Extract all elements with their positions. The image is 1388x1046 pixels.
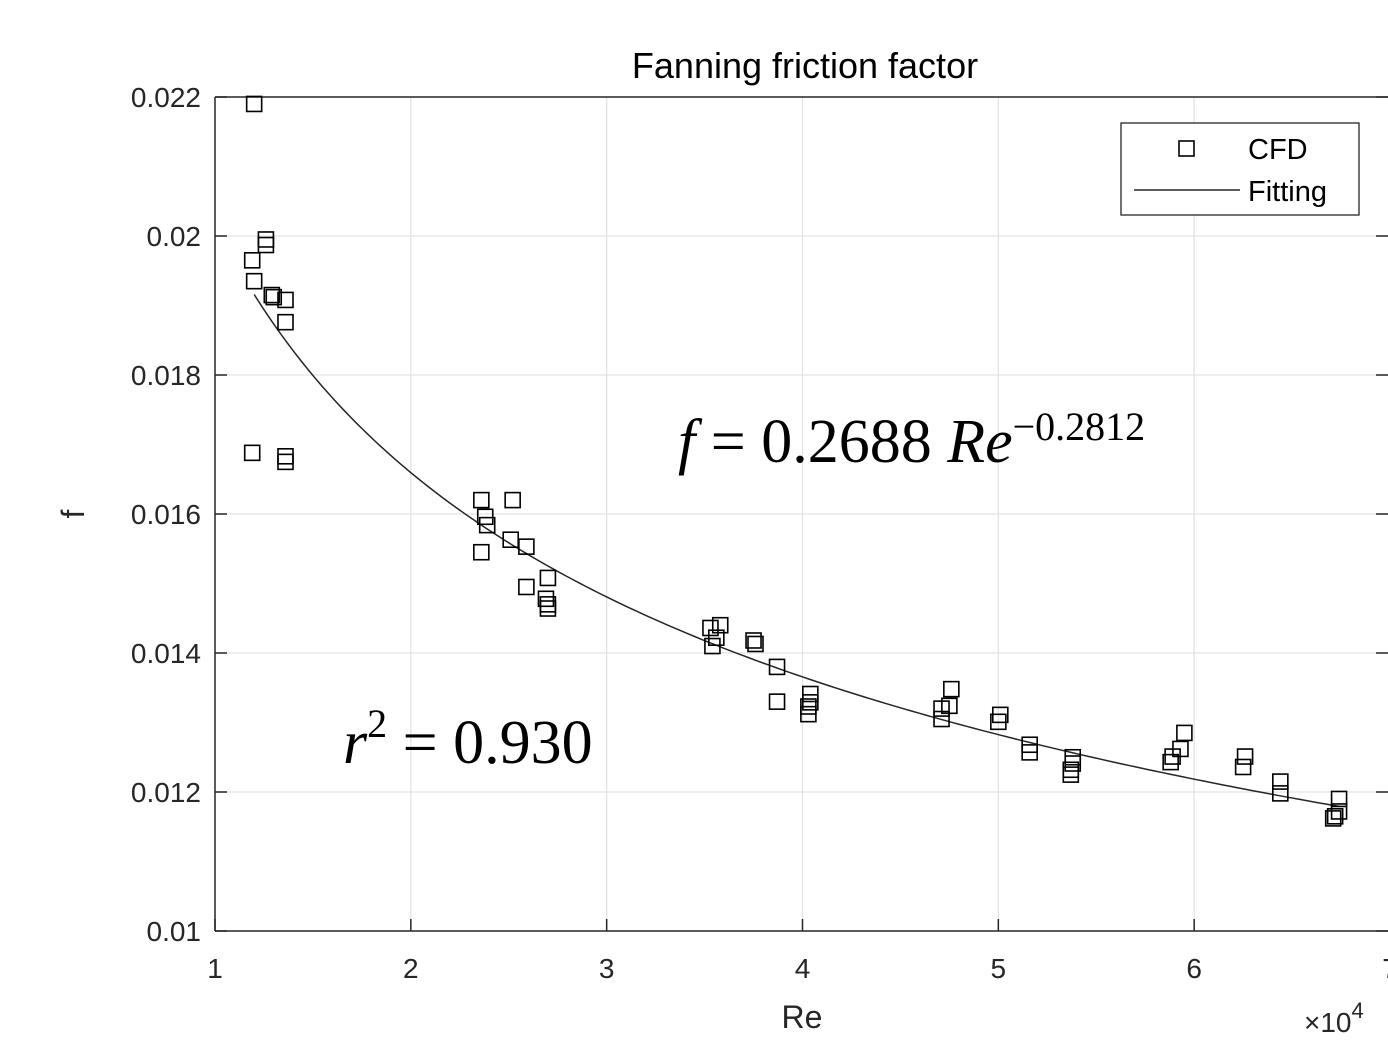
cfd-point (504, 491, 521, 509)
x-axis-label: Re (782, 999, 823, 1035)
cfd-point (704, 637, 721, 655)
cfd-point (1324, 810, 1342, 827)
cfd-point (245, 272, 263, 290)
x-tick-label: 7 (1382, 953, 1388, 984)
y-tick-label: 0.014 (131, 638, 201, 669)
cfd-point (1062, 766, 1080, 783)
cfd-point (943, 680, 960, 698)
grid (215, 97, 1388, 931)
cfd-point (802, 685, 819, 703)
cfd-point (1172, 740, 1189, 758)
x-tick-label: 1 (207, 953, 223, 984)
cfd-point (990, 713, 1007, 731)
cfd-point (708, 629, 725, 647)
y-axis-label: f (55, 509, 91, 518)
cfd-point (478, 516, 496, 534)
legend-cfd-marker (1178, 140, 1195, 157)
cfd-point (1272, 785, 1289, 802)
cfd-point (1272, 773, 1289, 790)
cfd-point (1326, 808, 1344, 825)
cfd-point (263, 286, 281, 304)
legend-fitting-label: Fitting (1248, 176, 1327, 208)
x-tick-label: 2 (403, 953, 419, 984)
cfd-point (539, 600, 557, 617)
fitting-line (253, 294, 1340, 808)
cfd-point (243, 444, 261, 462)
chart-title: Fanning friction factor (632, 45, 978, 86)
cfd-point (745, 632, 762, 649)
legend-box (1120, 122, 1360, 216)
cfd-point (537, 590, 555, 608)
x-exponent-label: ×104 (1304, 998, 1364, 1038)
cfd-point (768, 693, 786, 710)
cfd-point (1236, 748, 1254, 765)
cfd-point (476, 508, 494, 526)
cfd-point (245, 95, 263, 113)
cfd-point (702, 619, 719, 637)
cfd-point (802, 694, 819, 711)
cfd-point (800, 705, 817, 723)
cfd-point (277, 453, 294, 471)
y-tick-label: 0.02 (147, 221, 202, 252)
cfd-point (933, 710, 950, 728)
x-tick-label: 4 (795, 953, 811, 984)
tick-labels: 1 2 3 4 5 6 7 0.01 0.012 0.014 0.016 0.018 0.02 0.022 (131, 82, 1388, 984)
cfd-point (1234, 758, 1252, 776)
cfd-point (747, 635, 764, 653)
r-squared-annotation: r2 = 0.930 (343, 701, 593, 777)
x-tick-label: 6 (1186, 953, 1202, 984)
cfd-point (711, 616, 729, 634)
cfd-point (1330, 790, 1348, 808)
cfd-point (1064, 755, 1082, 772)
x-multiplier-text: ×104 (1304, 998, 1364, 1038)
cfd-point (277, 291, 294, 309)
x-tick-label: 5 (991, 953, 1007, 984)
cfd-point (518, 538, 535, 555)
legend-cfd-label: CFD (1248, 134, 1308, 166)
cfd-point (1162, 753, 1179, 771)
y-tick-label: 0.01 (147, 916, 202, 947)
cfd-point (257, 236, 275, 254)
cfd-point (243, 252, 261, 269)
cfd-point (539, 569, 557, 587)
legend: CFD Fitting (1120, 122, 1360, 216)
cfd-point (518, 578, 535, 596)
fit-equation-annotation: f = 0.2688 Re−0.2812 (678, 404, 1145, 476)
cfd-point (768, 658, 786, 676)
y-tick-label: 0.012 (131, 777, 201, 808)
cfd-point (1021, 744, 1038, 761)
cfd-point (1176, 724, 1193, 742)
y-tick-label: 0.016 (131, 499, 201, 530)
cfd-point (473, 543, 490, 561)
cfd-point (473, 491, 490, 509)
y-tick-label: 0.018 (131, 360, 201, 391)
y-tick-label: 0.022 (131, 82, 201, 113)
cfd-point (265, 288, 283, 306)
cfd-markers (243, 95, 1348, 827)
x-tick-label: 3 (599, 953, 615, 984)
ticks (214, 96, 1388, 932)
cfd-point (277, 313, 294, 331)
